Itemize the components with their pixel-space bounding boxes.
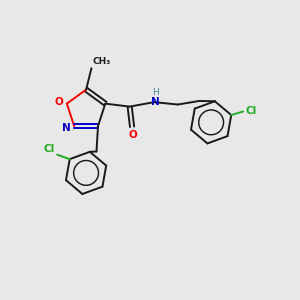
Text: CH₃: CH₃ [93, 57, 111, 66]
Text: O: O [54, 98, 63, 107]
Text: O: O [129, 130, 137, 140]
Text: Cl: Cl [44, 144, 55, 154]
Text: N: N [151, 97, 160, 106]
Text: Cl: Cl [245, 106, 257, 116]
Text: N: N [62, 123, 71, 133]
Text: H: H [152, 88, 159, 97]
